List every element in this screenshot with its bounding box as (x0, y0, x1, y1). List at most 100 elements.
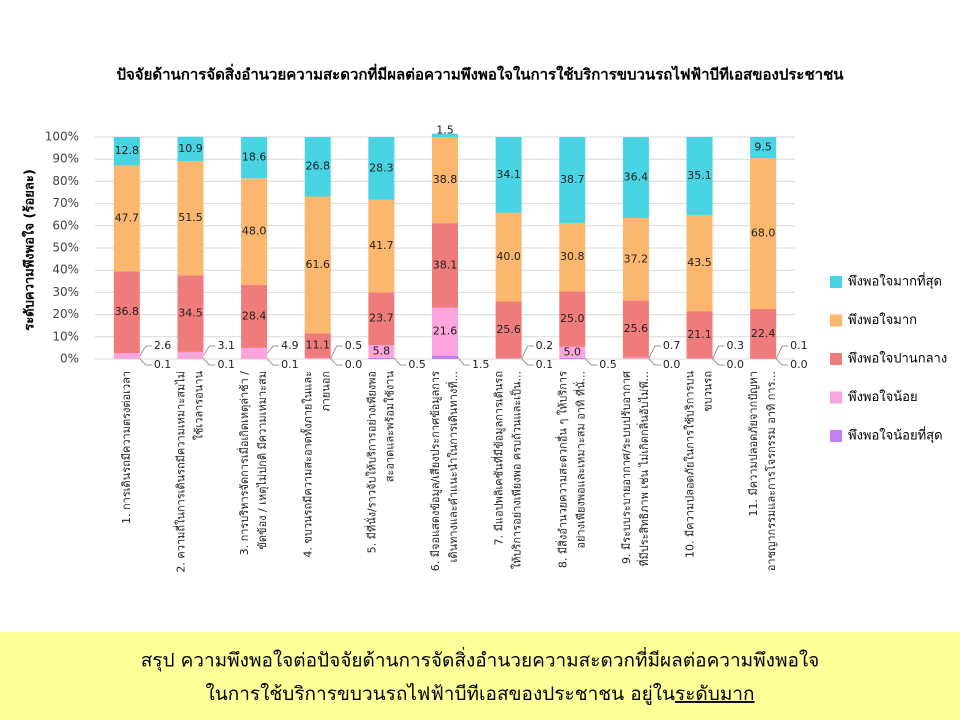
y-tick-label: 50% (52, 241, 79, 255)
value-label: 51.5 (178, 211, 203, 224)
value-label: 1.5 (436, 124, 454, 137)
bar-segment (495, 212, 522, 302)
value-label: 0.5 (345, 339, 363, 352)
legend-swatch (830, 430, 842, 442)
bar-segment (686, 214, 713, 312)
x-tick-label: ภายนอก (320, 371, 333, 412)
leader-line (648, 358, 661, 366)
leader-line (775, 345, 789, 360)
value-label: 43.5 (687, 256, 712, 269)
value-label: 0.3 (727, 339, 745, 352)
leader-line (139, 345, 152, 357)
legend-swatch (830, 314, 842, 327)
bar-segment (368, 357, 395, 359)
value-label: 23.7 (369, 312, 394, 325)
leader-line (584, 358, 598, 366)
bar-segment (304, 357, 331, 359)
bar-segment (750, 158, 777, 310)
leader-line (203, 358, 216, 366)
value-label: 18.6 (242, 151, 267, 164)
value-label: 21.6 (433, 325, 458, 338)
bar-segment (368, 137, 395, 200)
bar-segment (177, 275, 204, 352)
x-tick-label: 4. ขบวนรถมีความสะอาดทั้งภายในและ (300, 371, 315, 558)
x-tick-label: 11. มีความปลอดภัยจากปัญหา (747, 371, 760, 516)
bar-segment (113, 165, 140, 272)
value-label: 36.4 (624, 171, 649, 184)
bar-segment (432, 355, 458, 359)
bar-segment (304, 137, 331, 197)
leader-line (393, 358, 407, 366)
bar-segment (559, 137, 586, 223)
value-label: 0.1 (217, 358, 235, 371)
leader-line (330, 358, 343, 366)
value-label: 28.3 (369, 161, 394, 174)
x-tick-label: 1. การเดินรถมีความตรงต่อเวลา (120, 371, 133, 524)
value-label: 40.0 (496, 250, 521, 263)
leader-line (266, 345, 280, 354)
bar-segment (686, 358, 713, 359)
value-label: 38.7 (560, 173, 585, 186)
value-label: 30.8 (560, 250, 585, 263)
value-label: 28.4 (242, 309, 267, 322)
x-tick-label: 5. มีที่นั่ง/ราวจับให้บริการอย่างเพียงพอ (363, 371, 378, 553)
value-label: 68.0 (751, 227, 776, 240)
y-tick-label: 60% (52, 218, 79, 232)
y-tick-label: 90% (52, 152, 79, 166)
bar-segment (495, 301, 522, 359)
y-tick-label: 70% (52, 196, 79, 210)
y-tick-label: 30% (52, 285, 79, 299)
summary-line: ในการใช้บริการขบวนรถไฟฟ้าบีทีเอสของประชา… (205, 683, 754, 705)
leader-line (139, 358, 152, 366)
y-tick-label: 40% (52, 263, 79, 277)
bar-segment (241, 347, 268, 359)
leader-line (712, 345, 725, 359)
value-label: 11.1 (305, 339, 330, 352)
x-tick-label: 9. มีระบบระบายอากาศ/ระบบปรับอากาศ (620, 371, 633, 564)
bar-segment (622, 357, 649, 359)
legend-label: พึงพอใจน้อยที่สุด (848, 427, 943, 444)
value-label: 0.5 (599, 358, 617, 371)
x-tick-label: ให้บริการอย่างเพียงพอ ครบถ้วนและเป็น... (510, 371, 524, 569)
chart-title: ปัจจัยด้านการจัดสิ่งอำนวยความสะดวกที่มีผ… (116, 64, 844, 84)
y-tick-label: 0% (60, 352, 79, 366)
bar-segment (432, 137, 458, 224)
value-label: 5.8 (373, 344, 391, 357)
bar-segment (622, 300, 649, 358)
x-tick-label: 3. การบริหารจัดการเมื่อเกิดเหตุล่าช้า / (236, 371, 251, 556)
y-tick-label: 20% (52, 307, 79, 321)
bar-segment (113, 353, 140, 359)
bar-segment (559, 222, 586, 292)
bar-segment (686, 137, 713, 215)
y-tick-label: 80% (52, 174, 79, 188)
value-label: 0.2 (536, 339, 554, 352)
summary-text: ในการใช้บริการขบวนรถไฟฟ้าบีทีเอสของประชา… (205, 683, 675, 705)
bar-segment (241, 137, 268, 179)
leader-line (203, 345, 216, 356)
value-label: 4.9 (281, 339, 299, 352)
bar-segment (241, 284, 268, 348)
leader-line (330, 345, 343, 359)
x-tick-label: ใช้เวลารอนาน (192, 371, 205, 441)
x-tick-label: 2. ความถี่ในการเดินรถมีความเหมาะสมไม่ (172, 371, 187, 573)
value-label: 21.1 (687, 328, 712, 341)
x-tick-label: เดินทางและคำแนะนำในการเดินทางที่... (445, 371, 460, 562)
x-tick-label: 10. มีความปลอดภัยในการใช้บริการบน (684, 371, 697, 558)
leader-line (712, 358, 725, 366)
bar-segment (622, 137, 649, 219)
leader-line (266, 358, 280, 366)
x-tick-label: สะอาดและพร้อมใช้งาน (383, 371, 396, 483)
bar-segment (559, 346, 586, 358)
value-label: 26.8 (305, 160, 330, 173)
value-label: 41.7 (369, 239, 394, 252)
legend-swatch (830, 353, 842, 365)
value-label: 0.1 (790, 339, 808, 352)
value-label: 37.2 (624, 252, 649, 265)
x-tick-label: 6. มีจอแสดงข้อมูล/เสียงประกาศข้อมูลการ (429, 371, 442, 571)
bar-segment (750, 137, 777, 159)
value-label: 0.7 (663, 339, 681, 352)
value-label: 38.8 (433, 173, 458, 186)
x-tick-label: อาชญากรรมและการโจรกรรม อาทิ การ... (764, 371, 778, 571)
bar-segment (177, 351, 204, 359)
